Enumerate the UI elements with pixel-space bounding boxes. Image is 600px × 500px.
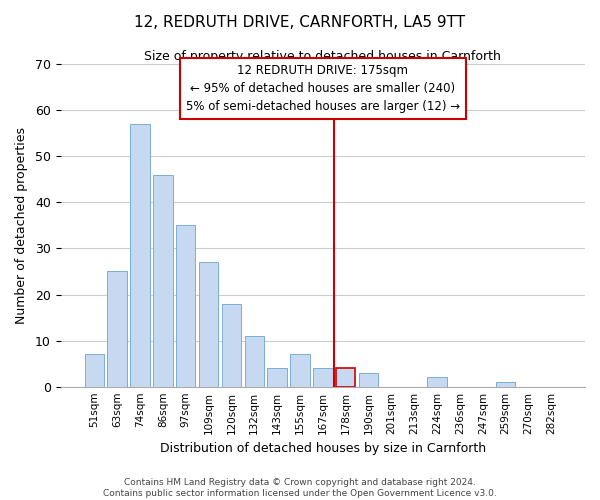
Bar [153, 174, 173, 386]
Bar [130, 124, 149, 386]
Bar [336, 368, 355, 386]
Text: 12, REDRUTH DRIVE, CARNFORTH, LA5 9TT: 12, REDRUTH DRIVE, CARNFORTH, LA5 9TT [134, 15, 466, 30]
Bar [313, 368, 332, 386]
Bar [359, 373, 378, 386]
Title: Size of property relative to detached houses in Carnforth: Size of property relative to detached ho… [145, 50, 501, 63]
Bar [290, 354, 310, 386]
Bar [427, 378, 447, 386]
Bar [176, 226, 196, 386]
Bar [85, 354, 104, 386]
Bar [496, 382, 515, 386]
Bar [107, 272, 127, 386]
Bar [268, 368, 287, 386]
Bar [199, 262, 218, 386]
Text: 12 REDRUTH DRIVE: 175sqm
← 95% of detached houses are smaller (240)
5% of semi-d: 12 REDRUTH DRIVE: 175sqm ← 95% of detach… [186, 64, 460, 113]
Bar [245, 336, 264, 386]
Bar [221, 304, 241, 386]
X-axis label: Distribution of detached houses by size in Carnforth: Distribution of detached houses by size … [160, 442, 486, 455]
Y-axis label: Number of detached properties: Number of detached properties [15, 127, 28, 324]
Text: Contains HM Land Registry data © Crown copyright and database right 2024.
Contai: Contains HM Land Registry data © Crown c… [103, 478, 497, 498]
